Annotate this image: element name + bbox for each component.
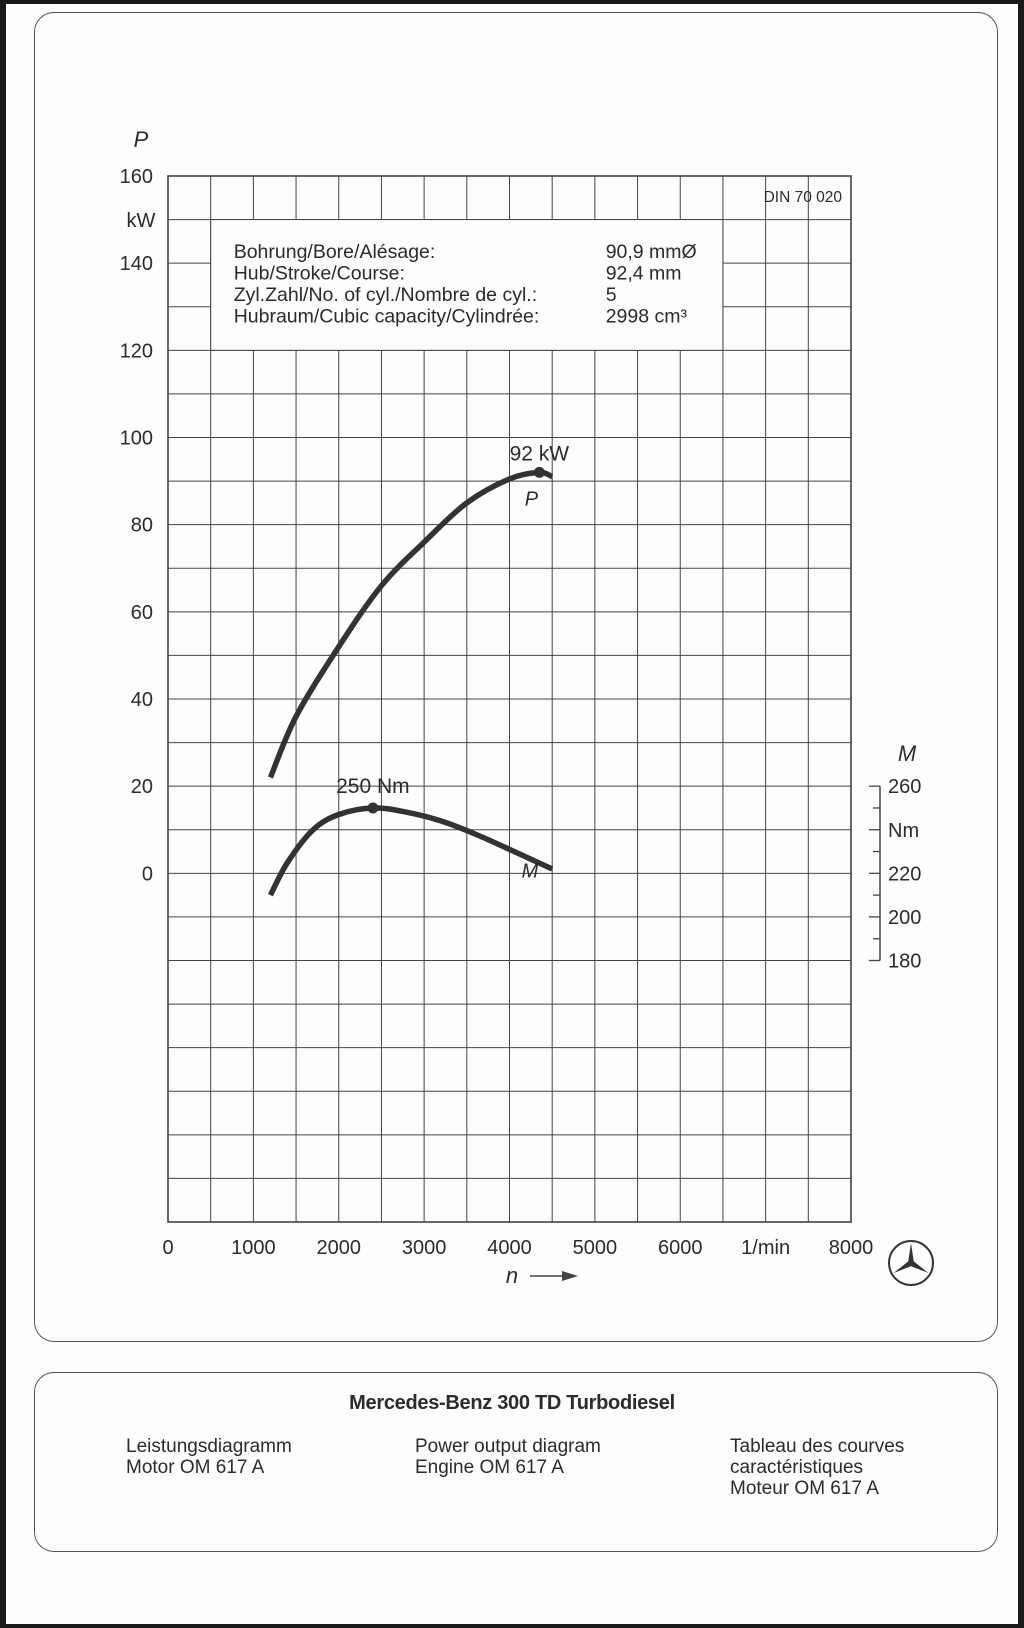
caption-line: Leistungsdiagramm (126, 1436, 292, 1457)
spec-value: 92,4 mm (606, 263, 682, 285)
spec-label: Hub/Stroke/Course: (234, 263, 405, 285)
x-tick-label: 2000 (317, 1237, 362, 1259)
series-M-label: M (522, 861, 539, 883)
spec-value: 90,9 mmØ (606, 241, 697, 263)
caption-col-en: Power output diagram Engine OM 617 A (415, 1436, 601, 1478)
chart-panel (34, 12, 998, 1342)
y-tick-label: 160 (120, 166, 153, 188)
x-tick-label: 1000 (231, 1237, 276, 1259)
spec-label: Hubraum/Cubic capacity/Cylindrée: (234, 306, 540, 328)
spec-value: 2998 cm³ (606, 306, 688, 328)
x-tick-label: 3000 (402, 1237, 447, 1259)
axis-titles: PkW Mn (127, 127, 917, 1288)
x-tick-label: 5000 (573, 1237, 618, 1259)
x-tick-label: 4000 (487, 1237, 532, 1259)
y-right-symbol: M (898, 741, 917, 766)
curves: 92 kW P 250 Nm M (267, 442, 570, 897)
series-M-peak-point (367, 802, 379, 814)
y-tick-label: 140 (120, 253, 153, 275)
caption-panel (34, 1372, 998, 1552)
series-P-peak-label: 92 kW (510, 442, 570, 465)
x-tick-label: 1/min (741, 1237, 790, 1259)
caption-line: caractéristiques (730, 1457, 864, 1478)
y-left-unit: kW (127, 210, 156, 232)
din-label: DIN 70 020 (764, 189, 843, 206)
y-right-tick-label: 180 (888, 951, 921, 973)
y-right-tick-label: 220 (888, 863, 921, 885)
y-left-symbol: P (134, 127, 149, 152)
y-right-axis: 260 Nm 220 200 180 (869, 776, 921, 973)
series-M-peak-label: 250 Nm (336, 775, 410, 798)
spec-label: Bohrung/Bore/Alésage: (234, 241, 436, 263)
series-M-line (267, 805, 554, 897)
series-P-peak-point (533, 466, 545, 478)
spec-value: 5 (606, 284, 617, 306)
caption-line: Tableau des courves (730, 1436, 905, 1457)
logo-ring (888, 1240, 934, 1286)
spec-box: Bohrung/Bore/Alésage: 90,9 mmØ Hub/Stroke/… (234, 241, 697, 328)
x-arrow-head (562, 1271, 578, 1281)
y-tick-label: 20 (131, 776, 153, 798)
y-right-tick-label: Nm (888, 820, 919, 842)
y-tick-label: 0 (142, 863, 153, 885)
x-tick-label: 0 (162, 1237, 173, 1259)
mercedes-star-icon (888, 1240, 934, 1286)
x-tick-labels: 0 1000 2000 3000 4000 5000 6000 1/min 8000 (162, 1237, 873, 1259)
series-P-label: P (525, 488, 539, 510)
y-tick-label: 80 (131, 515, 153, 537)
spec-label: Zyl.Zahl/No. of cyl./Nombre de cyl.: (234, 284, 537, 306)
x-tick-label: 6000 (658, 1237, 703, 1259)
y-left-tick-labels: 0 20 40 60 80 100 120 140 160 (120, 166, 153, 885)
chart-grid: DIN 70 020 (167, 175, 852, 1223)
x-symbol: n (506, 1263, 518, 1288)
caption-line: Motor OM 617 A (126, 1457, 265, 1478)
caption-col-de: Leistungsdiagramm Motor OM 617 A (126, 1436, 292, 1478)
y-right-tick-label: 260 (888, 776, 921, 798)
spec-box-frame (210, 219, 724, 351)
caption-title: Mercedes-Benz 300 TD Turbodiesel (349, 1392, 675, 1414)
caption-line: Moteur OM 617 A (730, 1478, 879, 1499)
y-right-tick-label: 200 (888, 907, 921, 929)
caption-col-fr: Tableau des courves caractéristiques Mot… (730, 1436, 904, 1499)
caption-line: Engine OM 617 A (415, 1457, 564, 1478)
logo-star (893, 1243, 929, 1273)
y-tick-label: 120 (120, 340, 153, 362)
y-tick-label: 100 (120, 428, 153, 450)
series-P-line (267, 469, 554, 779)
x-tick-label: 8000 (829, 1237, 874, 1259)
y-tick-label: 60 (131, 602, 153, 624)
y-tick-label: 40 (131, 689, 153, 711)
caption-line: Power output diagram (415, 1436, 601, 1457)
